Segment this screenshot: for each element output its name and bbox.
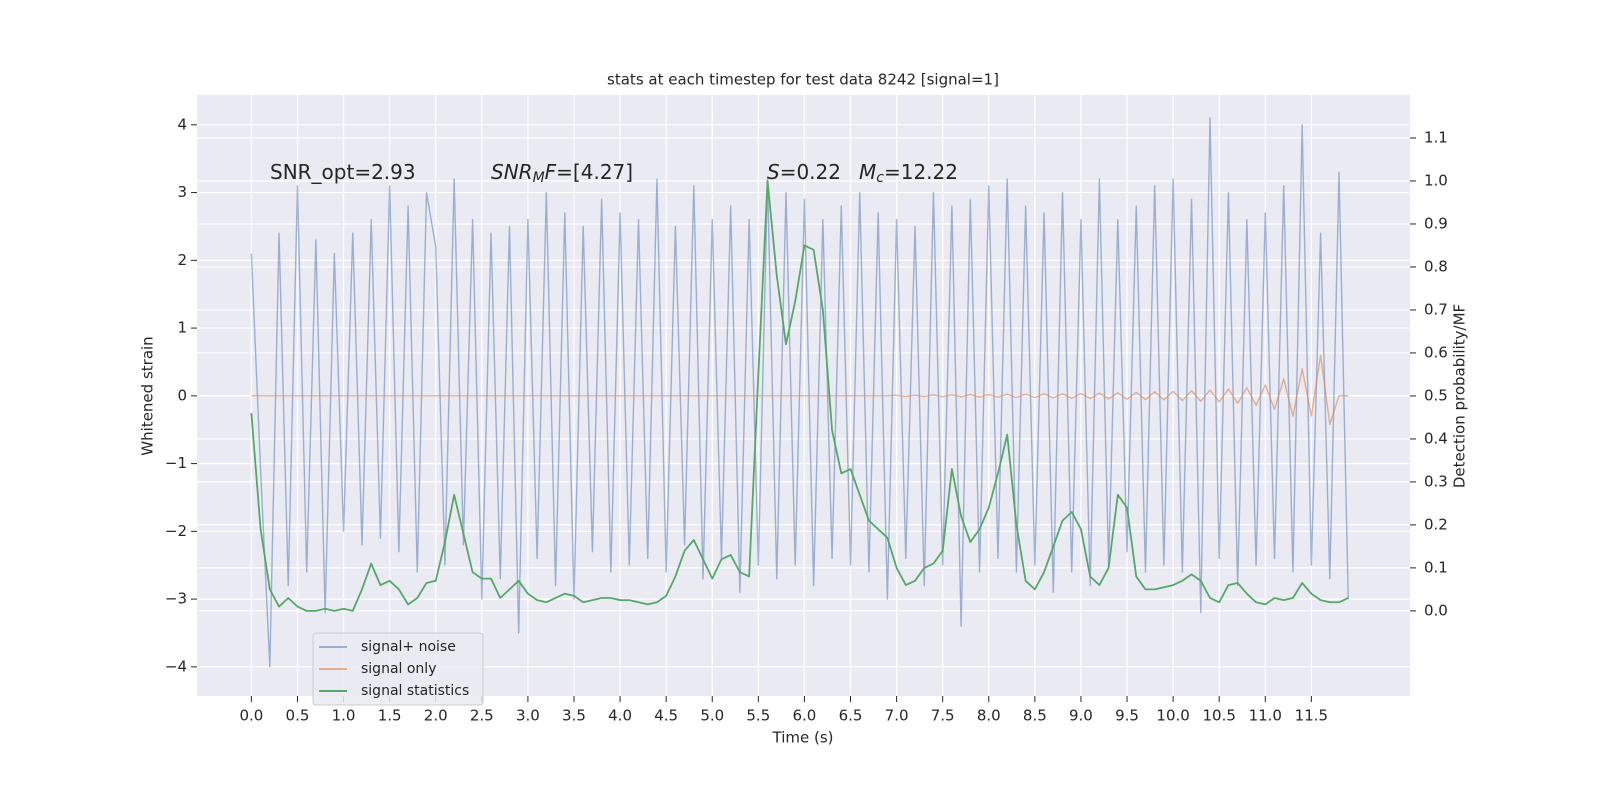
y2-tick-label: 0.3: [1424, 472, 1448, 490]
series-line: [250, 180, 1349, 612]
x-tick-label: 2.0: [424, 707, 448, 725]
y2-tick-label: 0.0: [1424, 601, 1448, 619]
y2-tick-label: 0.5: [1424, 386, 1448, 404]
x-tick-label: 9.5: [1115, 707, 1139, 725]
x-tick-label: 1.5: [378, 707, 402, 725]
x-tick-label: 8.5: [1023, 707, 1047, 725]
annotation-part: =0.22: [780, 160, 841, 184]
y-tick-label: 3: [177, 183, 187, 201]
axes: 0.0 0.5 1.0 1.5 2.0 2.5 3.0 3.5 4.0 4.5 5.0 5.5 6.0 6…: [165, 115, 1448, 724]
annotation-part: SNR: [491, 160, 533, 184]
x-tick-label: 0.5: [286, 707, 310, 725]
annotation-part: M: [533, 170, 545, 186]
x-tick-label: 3.5: [562, 707, 586, 725]
y2-tick-label: 0.9: [1424, 214, 1448, 232]
x-tick-label: 7.0: [885, 707, 909, 725]
x-tick-label: 4.5: [654, 707, 678, 725]
x-tick-label: 11.5: [1295, 707, 1328, 725]
legend-label: signal+ noise: [361, 639, 456, 655]
x-tick-label: 1.0: [332, 707, 356, 725]
y-tick-label: 0: [177, 386, 187, 404]
x-tick-label: 7.5: [931, 707, 955, 725]
legend-box: [312, 632, 484, 706]
y2-tick-label: 0.4: [1424, 429, 1448, 447]
y-tick-label: −4: [165, 657, 187, 675]
y2-tick-label: 0.7: [1424, 300, 1448, 318]
x-tick-label: 3.0: [516, 707, 540, 725]
series-line: [251, 354, 1349, 425]
x-tick-label: 4.0: [608, 707, 632, 725]
y2-tick-label: 1.1: [1424, 128, 1448, 146]
series-line: [250, 117, 1349, 668]
annotation-part: SNR_opt=2.93: [270, 160, 416, 184]
y-tick-label: −1: [165, 454, 187, 472]
x-tick-label: 5.0: [700, 707, 724, 725]
annotation-part: =[4.27]: [556, 160, 633, 184]
x-tick-label: 6.0: [792, 707, 816, 725]
annotation-part: c: [876, 170, 884, 186]
x-tick-label: 10.5: [1202, 707, 1235, 725]
x-tick-label: 8.0: [977, 707, 1001, 725]
annotation-part: F: [545, 160, 557, 184]
marks: [250, 117, 1349, 668]
chart-title: stats at each timestep for test data 824…: [607, 71, 999, 89]
legend-label: signal only: [361, 661, 436, 677]
legend-label: signal statistics: [361, 683, 469, 699]
y-tick-label: −2: [165, 522, 187, 540]
x-tick-label: 5.5: [746, 707, 770, 725]
annotation-part: =12.22: [884, 160, 958, 184]
x-tick-label: 0.0: [239, 707, 263, 725]
x-axis-label: Time (s): [772, 729, 834, 747]
y2-tick-label: 0.1: [1424, 558, 1448, 576]
y-tick-label: 2: [177, 251, 187, 269]
x-tick-label: 11.0: [1249, 707, 1282, 725]
y2-tick-label: 0.6: [1424, 343, 1448, 361]
annotation: SNRMF=[4.27]: [491, 160, 633, 187]
annotation: SNR_opt=2.93: [270, 160, 416, 184]
y2-tick-label: 1.0: [1424, 171, 1448, 189]
x-tick-label: 6.5: [839, 707, 863, 725]
annotation-part: S: [767, 160, 780, 184]
x-tick-label: 2.5: [470, 707, 494, 725]
annotation: S=0.22: [767, 160, 841, 184]
y-tick-label: 1: [177, 319, 187, 337]
y2-tick-label: 0.2: [1424, 515, 1448, 533]
y-axis-label: Whitened strain: [139, 336, 157, 455]
y-tick-label: 4: [177, 115, 187, 133]
x-tick-label: 10.0: [1156, 707, 1189, 725]
x-tick-label: 9.0: [1069, 707, 1093, 725]
annotation-part: M: [859, 160, 876, 184]
y2-axis-label: Detection probability/MF: [1451, 304, 1469, 488]
annotation: Mc=12.22: [859, 160, 958, 187]
y2-tick-label: 0.8: [1424, 257, 1448, 275]
y-tick-label: −3: [165, 590, 187, 608]
